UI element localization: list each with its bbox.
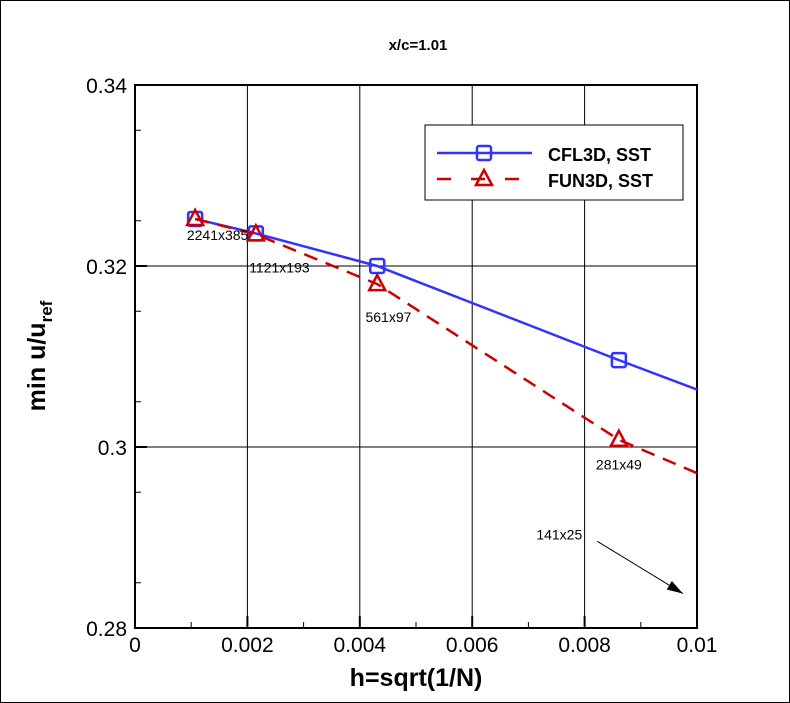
legend-box [424,124,684,201]
triangle-marker [473,167,495,187]
legend-label: FUN3D, SST [548,171,653,191]
grid-size-annotation: 1121x193 [249,259,310,275]
x-axis-label: h=sqrt(1/N) [350,664,483,692]
grid-size-annotation: 2241x385 [187,227,249,243]
x-tick-label: 0.002 [221,634,274,657]
y-tick-label: 0.34 [86,75,127,98]
x-tick-label: 0.01 [677,634,718,657]
x-tick-label: 0.008 [558,634,611,657]
grid-size-annotation: 141x25 [536,526,582,542]
x-tick-label: 0.006 [446,634,499,657]
square-marker [475,144,493,162]
triangle-marker [367,272,388,292]
legend-label: CFL3D, SST [548,145,651,165]
y-axis-label-main: min u/u [23,322,51,411]
arrowhead [666,581,683,594]
series-line [194,217,697,475]
grid-size-annotation: 281x49 [596,457,642,473]
x-tick-label: 0.004 [334,634,387,657]
y-tick-label: 0.32 [86,256,127,279]
series-line [194,217,697,391]
annotation-arrow [597,540,684,595]
triangle-marker [608,428,629,448]
legend: CFL3D, SST FUN3D, SST [424,124,684,201]
grid-size-annotation: 561x97 [365,309,411,325]
y-tick-label: 0.28 [86,618,127,641]
y-tick-label: 0.3 [98,437,127,460]
square-marker [610,351,628,369]
chart-title: x/c=1.01 [389,37,448,54]
y-axis-label: min u/uref [23,300,56,411]
plot-border [134,84,698,629]
triangle-marker [245,222,266,242]
triangle-marker [185,207,206,227]
x-tick-label: 0 [129,634,141,657]
y-axis-label-sub: ref [37,300,56,322]
